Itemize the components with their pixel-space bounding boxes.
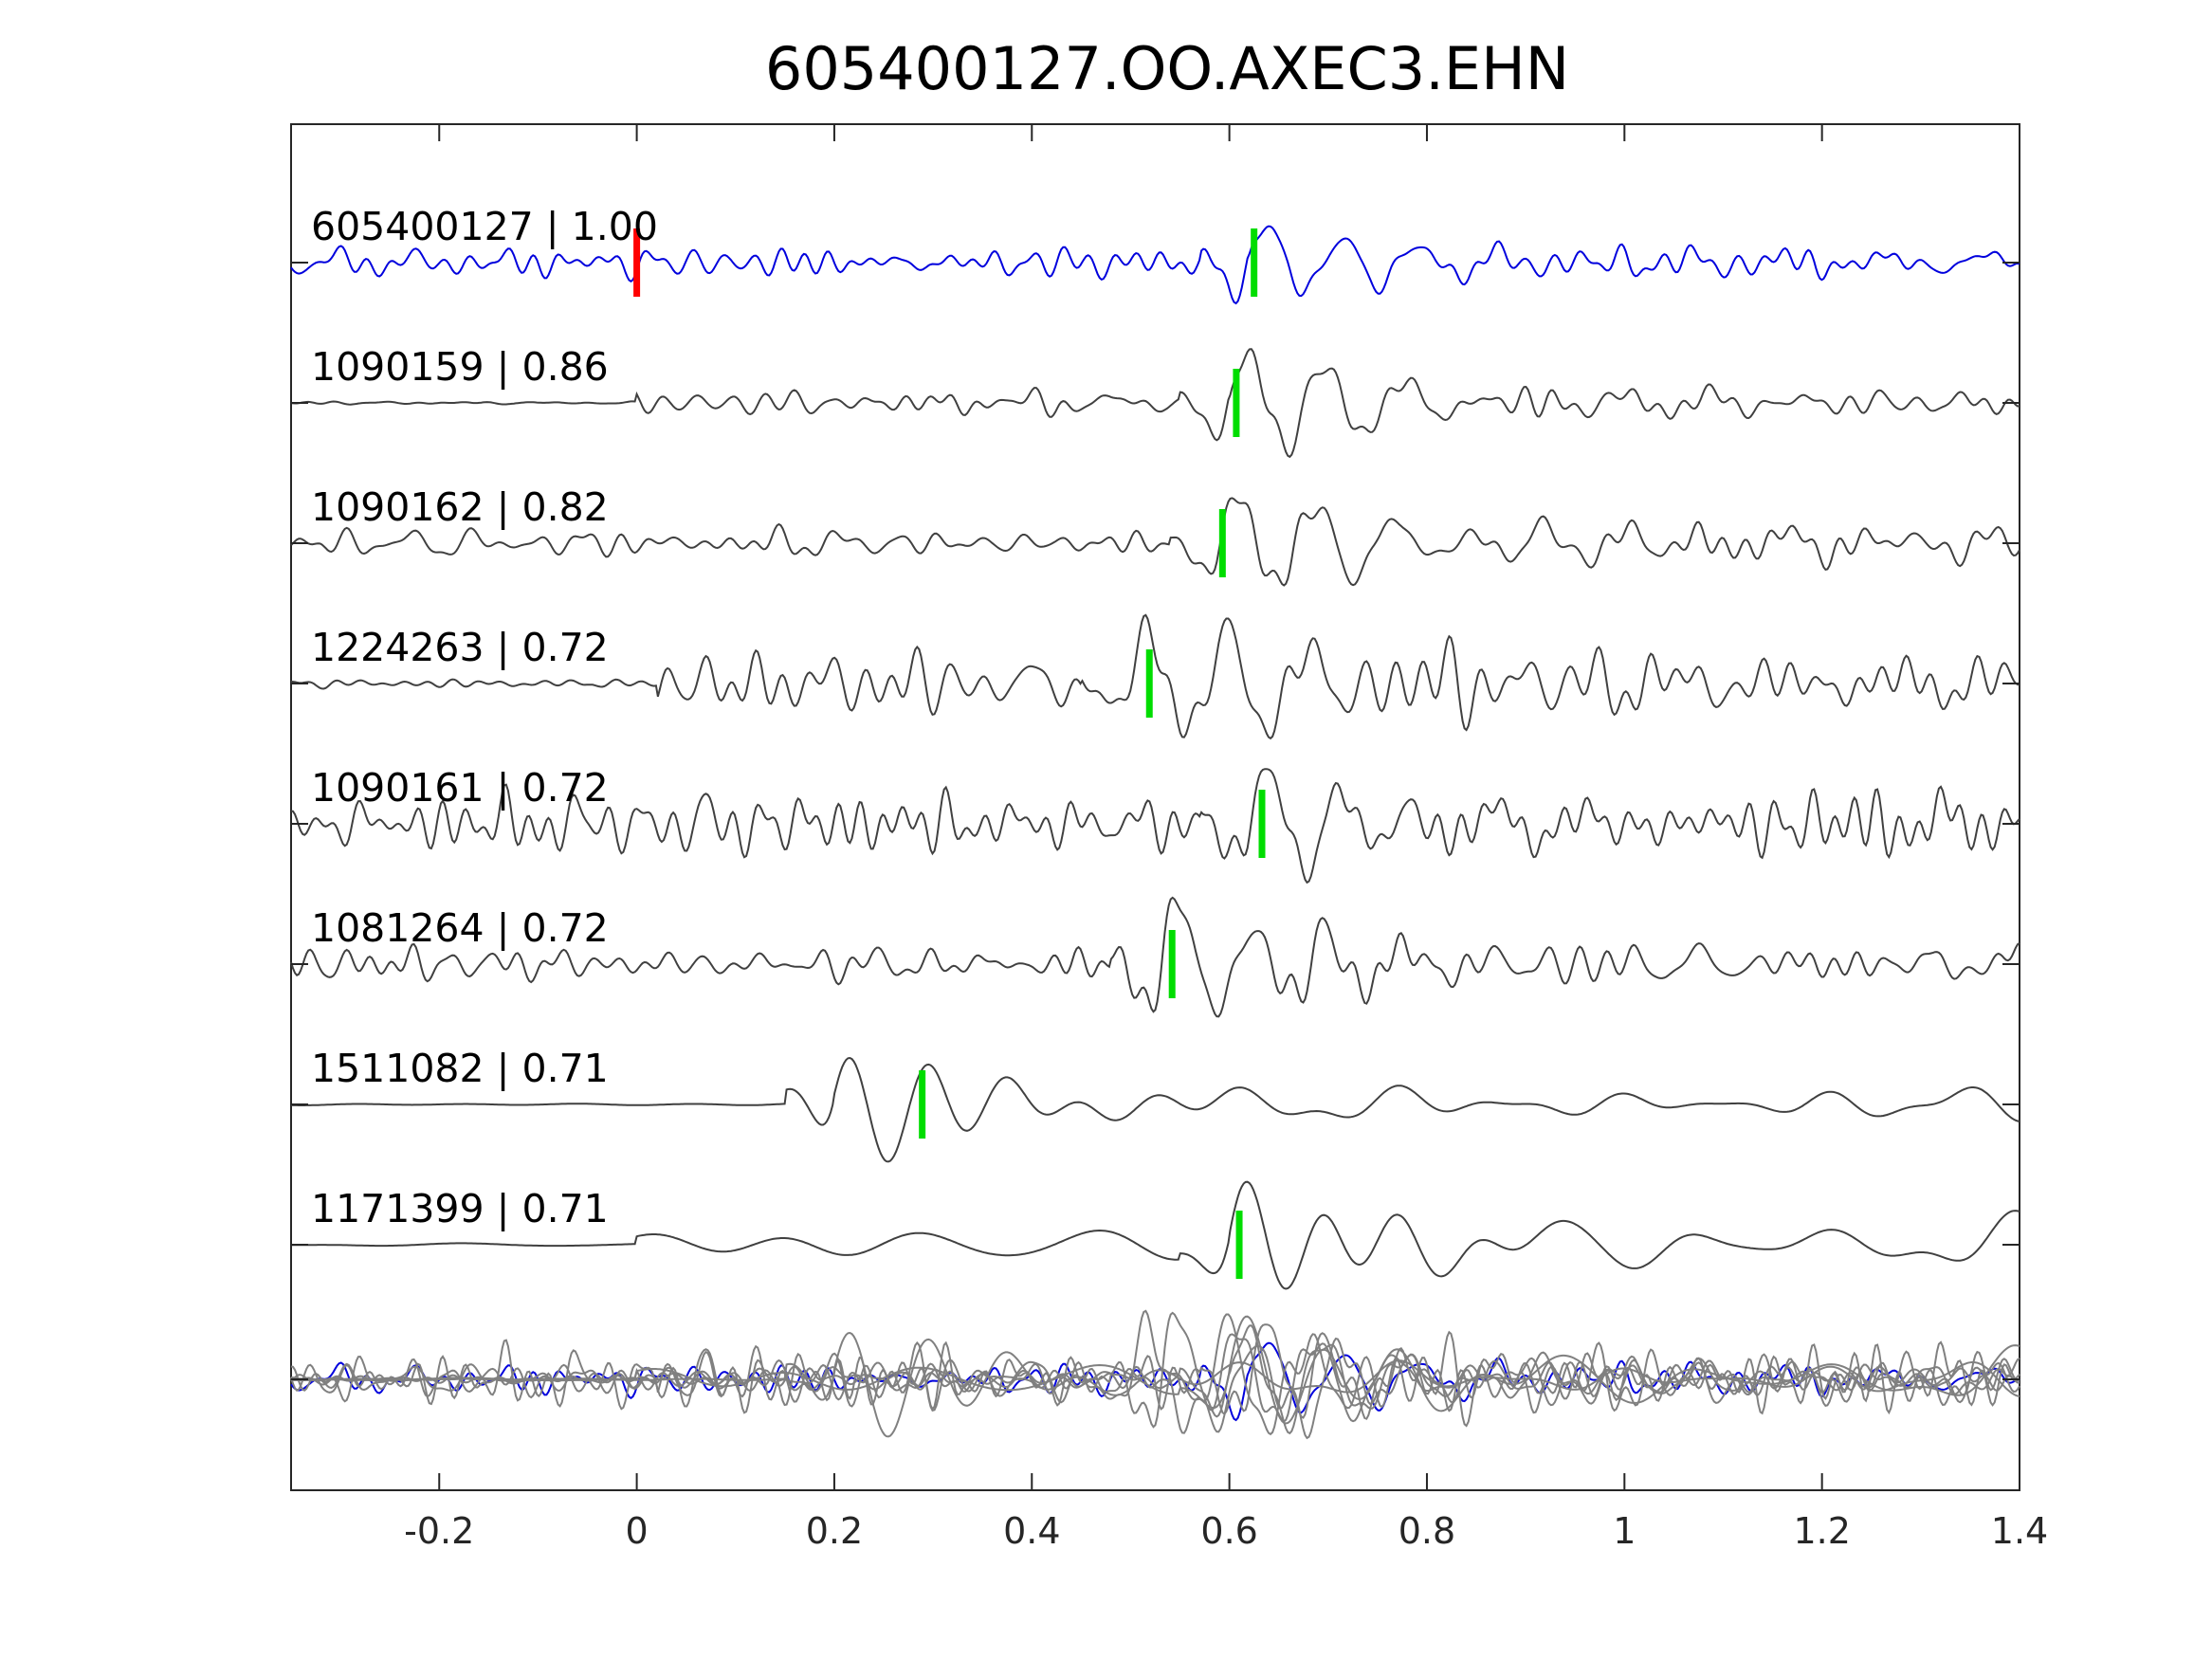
trace-label-1090159: 1090159 | 0.86 <box>311 344 609 390</box>
traces-layer <box>290 225 2020 1290</box>
trace-line-1090162 <box>290 497 2020 587</box>
trace-label-1090161: 1090161 | 0.72 <box>311 765 609 811</box>
x-tick-label: 1.4 <box>1991 1510 2048 1552</box>
x-tick-label: 1.2 <box>1793 1510 1850 1552</box>
trace-label-1090162: 1090162 | 0.82 <box>311 484 609 530</box>
chart-title: 605400127.OO.AXEC3.EHN <box>765 34 1569 103</box>
stack-line-1081264 <box>290 1311 2020 1433</box>
trace-line-605400127 <box>290 225 2020 305</box>
x-tick-label: 0.6 <box>1200 1510 1257 1552</box>
picks-layer <box>633 228 1266 1279</box>
trace-label-605400127: 605400127 | 1.00 <box>311 204 658 249</box>
x-tick-label: 0 <box>626 1510 649 1552</box>
trace-label-1224263: 1224263 | 0.72 <box>311 625 609 670</box>
plot-area: 605400127 | 1.00 1090159 | 0.86 1090162 | … <box>290 123 2048 1552</box>
x-tick-label: 1 <box>1613 1510 1636 1552</box>
x-tick-label: 0.4 <box>1003 1510 1060 1552</box>
trace-label-1081264: 1081264 | 0.72 <box>311 905 609 951</box>
trace-label-1171399: 1171399 | 0.71 <box>311 1186 609 1231</box>
stack-line-1224263 <box>290 1309 2020 1436</box>
stack-layer <box>290 1309 2020 1440</box>
x-tick-label: 0.8 <box>1398 1510 1455 1552</box>
axes-box <box>290 123 2020 1491</box>
stack-line-1511082 <box>290 1331 2020 1438</box>
trace-line-1171399 <box>290 1180 2020 1290</box>
trace-line-1090161 <box>290 768 2020 884</box>
x-tick-label: 0.2 <box>806 1510 863 1552</box>
trace-label-1511082: 1511082 | 0.71 <box>311 1046 609 1091</box>
trace-labels: 605400127 | 1.00 1090159 | 0.86 1090162 | … <box>311 204 658 1231</box>
stack-line-1090161 <box>290 1323 2020 1440</box>
x-tick-label: -0.2 <box>404 1510 474 1552</box>
trace-line-1511082 <box>290 1056 2020 1163</box>
trace-line-1090159 <box>290 348 2020 459</box>
stack-line-1171399 <box>290 1315 2020 1425</box>
trace-line-1081264 <box>290 896 2020 1018</box>
x-axis-ticks: -0.2 0 0.2 0.4 0.6 0.8 1 1.2 1.4 <box>291 124 2048 1552</box>
trace-line-1224263 <box>290 613 2020 740</box>
